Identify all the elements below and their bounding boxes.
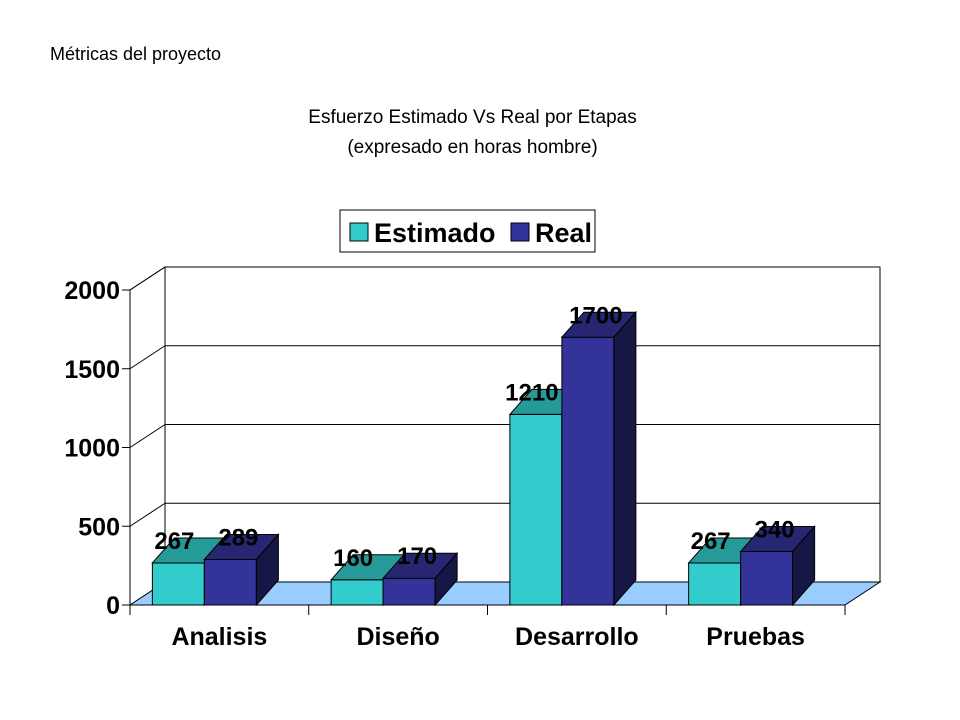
data-label: 160 — [333, 545, 373, 572]
y-tick-label: 2000 — [64, 277, 120, 305]
page-header: Métricas del proyecto — [50, 44, 222, 64]
chart-title: Esfuerzo Estimado Vs Real por Etapas — [308, 107, 637, 128]
gridline-side — [129, 502, 166, 527]
y-tick-label: 1500 — [64, 356, 120, 384]
bar-side — [613, 310, 637, 607]
y-tick-label: 0 — [106, 592, 120, 620]
bar-estimado-3 — [509, 413, 563, 606]
bar-real-2 — [382, 577, 436, 606]
data-label: 1210 — [505, 379, 558, 406]
legend-label-real: Real — [535, 218, 592, 248]
data-label: 289 — [218, 524, 258, 551]
legend-box — [339, 209, 596, 253]
chart-labels: 0 500 1000 1500 2000 Analisis 267 289 Diseño 160 1… — [64, 277, 805, 651]
bar-side — [792, 525, 816, 607]
x-category-label: Desarrollo — [515, 623, 639, 651]
chart-subtitle: (expresado en horas hombre) — [347, 137, 598, 158]
bar-side — [434, 551, 458, 607]
bar-real-4 — [740, 550, 794, 606]
bar-side — [255, 533, 279, 607]
gridline-side — [129, 266, 166, 291]
x-category-label: Diseño — [356, 623, 439, 651]
data-label: 1700 — [569, 302, 622, 329]
data-label: 267 — [154, 528, 194, 555]
data-label: 267 — [691, 528, 731, 555]
legend-swatch-estimado — [349, 222, 369, 242]
gridline-side — [129, 345, 166, 370]
data-label: 340 — [755, 516, 795, 543]
bar-estimado-2 — [330, 579, 384, 606]
y-tick-label: 500 — [78, 513, 120, 541]
legend: Estimado Real — [339, 209, 596, 253]
bar-real-3 — [561, 336, 615, 606]
data-label: 170 — [397, 543, 437, 570]
legend-label-estimado: Estimado — [374, 218, 496, 248]
gridline-side — [129, 424, 166, 448]
chart-bars — [151, 310, 816, 607]
bar-real-1 — [203, 558, 257, 606]
bar-estimado-1 — [151, 562, 205, 606]
legend-swatch-real — [510, 222, 530, 242]
y-tick-label: 1000 — [64, 435, 120, 463]
chart-title-block: Esfuerzo Estimado Vs Real por Etapas (ex… — [0, 103, 945, 163]
x-category-label: Pruebas — [706, 623, 805, 651]
bar-estimado-4 — [688, 562, 742, 606]
x-category-label: Analisis — [171, 623, 267, 651]
